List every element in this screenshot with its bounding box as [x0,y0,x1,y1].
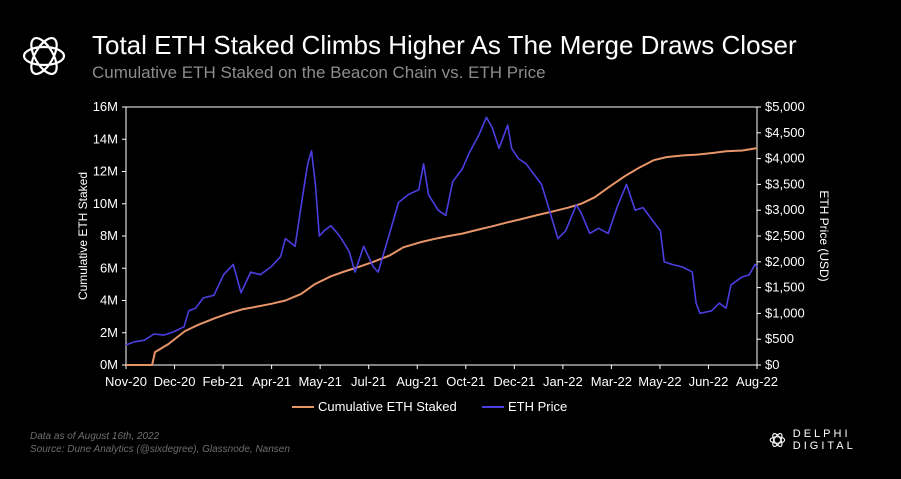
delphi-knot-logo-icon [22,37,66,75]
y-right-tick-label: $1,000 [765,305,805,320]
y-right-tick-label: $3,500 [765,176,805,191]
y-left-axis-title: Cumulative ETH Staked [76,172,90,300]
brand: DELPHI DIGITAL [768,428,901,452]
x-tick-label: Jun-22 [689,374,729,389]
footnote-source: Source: Dune Analytics (@sixdegree), Gla… [30,444,290,455]
y-right-tick-label: $5,000 [765,99,805,114]
x-tick-label: Feb-21 [202,374,243,389]
x-tick-label: May-21 [298,374,341,389]
y-left-tick-label: 2M [100,325,118,340]
series-line-cumulative-eth-staked [126,147,758,366]
x-tick-label: Mar-22 [591,374,632,389]
y-left-tick-label: 10M [93,196,118,211]
y-left-tick-label: 6M [100,260,118,275]
x-tick-label: Dec-20 [154,374,196,389]
x-tick-label: Dec-21 [493,374,535,389]
y-right-tick-label: $4,500 [765,125,805,140]
y-left-tick-label: 12M [93,164,118,179]
footnote-date: Data as of August 16th, 2022 [30,431,160,442]
legend: Cumulative ETH Staked ETH Price [292,399,567,414]
y-right-tick-label: $2,000 [765,254,805,269]
chart-title: Total ETH Staked Climbs Higher As The Me… [92,30,797,60]
x-tick-label: Jan-22 [543,374,583,389]
x-tick-label: Nov-20 [105,374,147,389]
series [125,116,758,366]
y-right-tick-label: $0 [765,357,779,372]
brand-logo-icon [769,432,786,448]
y-left-tick-label: 16M [93,99,118,114]
plot-frame [125,106,758,366]
x-tick-label: Aug-22 [736,374,778,389]
y-left-tick-label: 14M [93,131,118,146]
x-tick-label: Jul-21 [351,374,386,389]
chart-subtitle: Cumulative ETH Staked on the Beacon Chai… [92,63,546,82]
y-left-tick-label: 4M [100,293,118,308]
y-right-tick-label: $3,000 [765,202,805,217]
x-tick-label: Aug-21 [396,374,438,389]
x-tick-label: May-22 [638,374,681,389]
legend-label: Cumulative ETH Staked [318,399,457,414]
y-right-tick-label: $4,000 [765,151,805,166]
x-tick-label: Apr-21 [252,374,291,389]
y-right-tick-label: $500 [765,331,794,346]
brand-name: DELPHI DIGITAL [792,428,856,452]
axes: 0M 2M 4M 6M 8M 10M 12M 14M 16M $0 $500 $1,000 $1,500… [76,99,831,389]
legend-label: ETH Price [508,399,567,414]
y-left-tick-label: 8M [100,228,118,243]
y-right-tick-label: $1,500 [765,280,805,295]
x-tick-label: Oct-21 [446,374,485,389]
y-right-tick-label: $2,500 [765,228,805,243]
y-left-tick-label: 0M [100,357,118,372]
series-line-eth-price [125,116,758,346]
y-right-axis-title: ETH Price (USD) [817,190,831,281]
